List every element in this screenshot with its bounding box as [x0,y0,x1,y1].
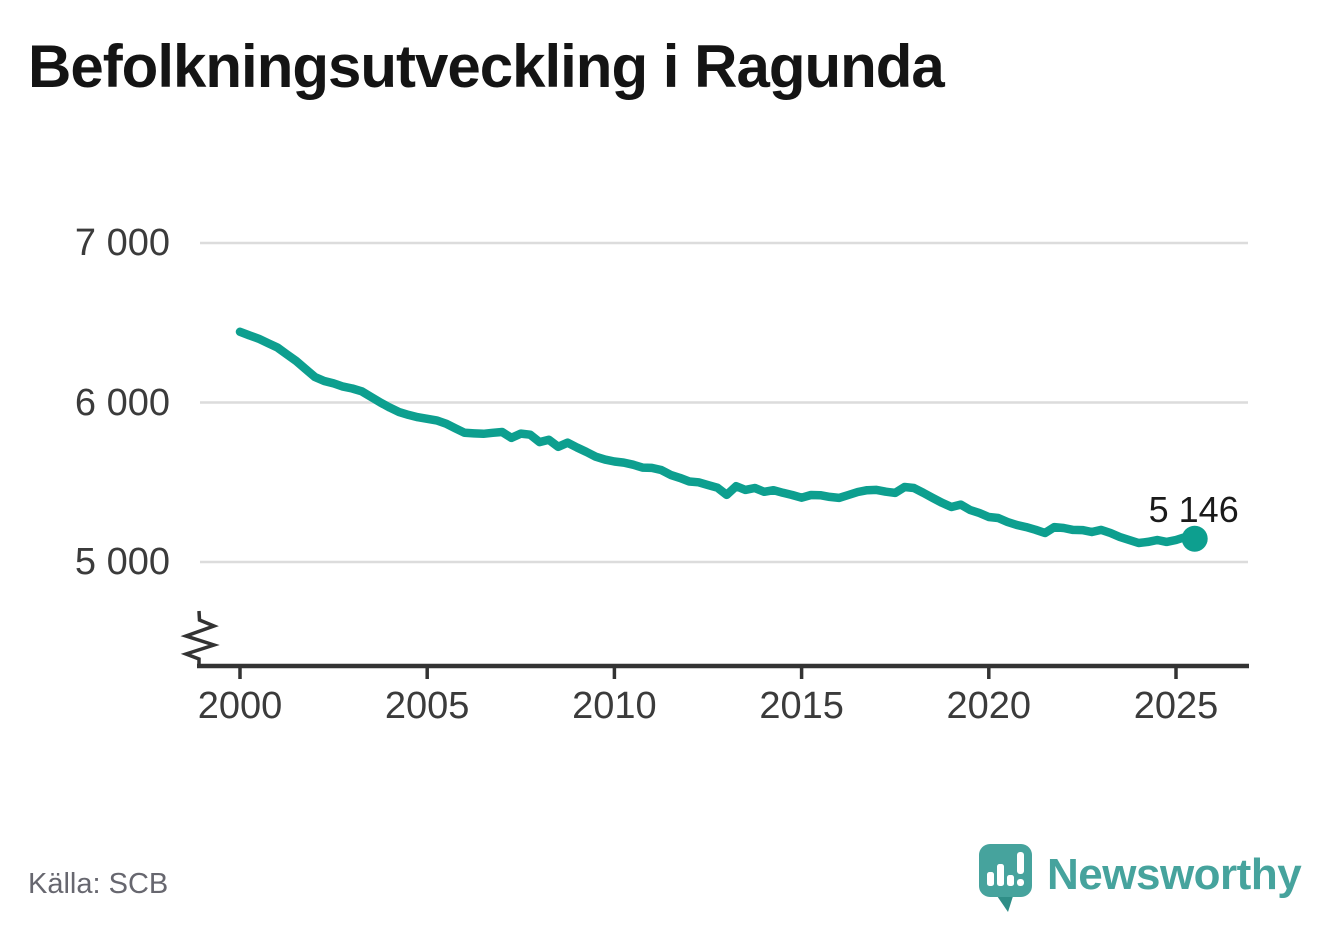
end-point-marker [1181,525,1208,552]
axis-break-icon [180,610,220,666]
source-caption: Källa: SCB [28,868,169,900]
x-tick-label: 2015 [759,685,844,727]
x-tick-label: 2025 [1133,685,1219,727]
x-tick-label: 2010 [572,685,657,727]
x-tick-label: 2005 [384,685,470,727]
x-tick-label: 2000 [197,685,283,727]
newsworthy-logo-text: Newsworthy [1047,850,1302,899]
population-line-series [235,327,1199,548]
x-tick-label: 2020 [946,685,1032,727]
chart-title: Befolkningsutveckling i Ragunda [28,33,945,100]
newsworthy-logo-icon [979,844,1032,912]
newsworthy-logo: Newsworthy [978,843,1302,913]
end-value-label: 5 146 [1148,488,1239,530]
y-tick-label: 6 000 [74,381,170,424]
y-tick-label: 7 000 [74,222,170,264]
y-tick-label: 5 000 [74,541,170,583]
